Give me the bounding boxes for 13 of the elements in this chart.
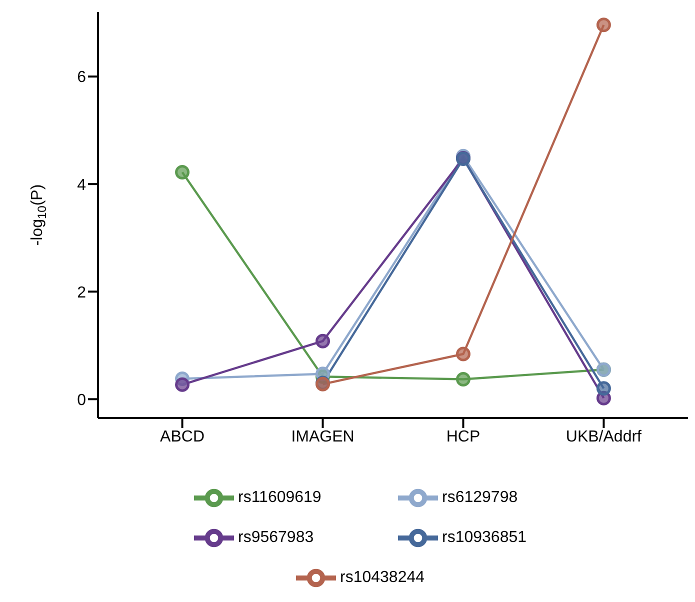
legend-label: rs11609619 [238,488,322,508]
x-tick-label: IMAGEN [291,428,354,446]
legend-label: rs6129798 [442,488,519,508]
y-tick-label: 6 [77,69,86,86]
y-tick-label: 4 [77,176,86,194]
y-tick-label: 2 [77,284,86,302]
x-tick-label: HCP [446,428,480,446]
legend-label: rs10438244 [340,568,426,588]
legend-label: rs9567983 [238,528,315,548]
legend-label: rs10936851 [442,528,528,548]
y-tick-label: 0 [77,392,86,409]
x-tick-label: ABCD [160,428,205,446]
x-tick-label: UKB/Addrf [566,428,642,446]
